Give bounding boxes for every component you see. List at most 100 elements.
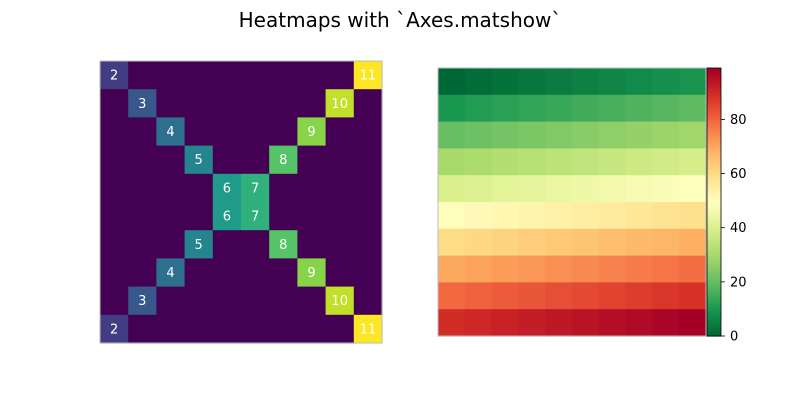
colorbar-segment	[707, 236, 721, 241]
heatmap-cell	[241, 89, 270, 118]
heatmap-cell	[598, 228, 627, 257]
heatmap-cell	[212, 61, 242, 90]
heatmap-cell	[325, 117, 355, 147]
heatmap-cell	[184, 286, 214, 316]
heatmap-cell	[545, 94, 573, 123]
heatmap-cell	[156, 258, 186, 288]
heatmap-cell	[438, 282, 466, 310]
colorbar-segment	[707, 199, 721, 203]
colorbar-segment	[707, 269, 721, 273]
heatmap-frame	[99, 60, 383, 344]
heatmap-cell	[100, 61, 129, 90]
colorbar-segment	[707, 319, 721, 324]
colorbar-segment	[707, 290, 721, 294]
colorbar-segment	[707, 156, 721, 160]
heatmap-cell	[598, 94, 627, 123]
cell-value-label: 11	[360, 322, 377, 337]
colorbar-segment	[707, 327, 721, 332]
heatmap-cell	[438, 309, 466, 337]
heatmap-cell	[184, 145, 214, 175]
heatmap-cell	[128, 258, 157, 288]
heatmap-cell	[491, 175, 519, 203]
heatmap-cell	[212, 89, 242, 118]
heatmap-cell	[598, 282, 627, 310]
colorbar-segment	[707, 143, 721, 147]
heatmap-cell	[297, 202, 327, 231]
heatmap-cell	[464, 255, 493, 283]
colorbar-segment	[707, 180, 721, 184]
colorbar-segment	[707, 303, 721, 308]
colorbar-segment	[707, 333, 721, 337]
heatmap-cell	[598, 175, 627, 203]
heatmap-cell	[572, 282, 600, 310]
heatmap-cell	[156, 202, 186, 231]
heatmap-cell	[518, 68, 546, 96]
heatmap-cell	[128, 117, 157, 147]
heatmap-cell	[212, 202, 242, 231]
heatmap-cell	[353, 145, 383, 175]
heatmap-cell	[241, 173, 270, 203]
heatmap-cell	[625, 94, 653, 123]
cell-value-label: 4	[166, 266, 174, 281]
heatmap-cell	[100, 117, 129, 147]
heatmap-cell	[184, 230, 214, 259]
heatmap-cell	[184, 61, 214, 90]
heatmap-cell	[679, 228, 707, 257]
heatmap-cell	[156, 61, 186, 90]
colorbar-segment	[707, 177, 721, 182]
colorbar-segment	[707, 287, 721, 292]
colorbar-segment	[707, 322, 721, 326]
heatmap-cell	[353, 173, 383, 203]
colorbar-segment	[707, 78, 721, 82]
cell-value-label: 9	[307, 266, 315, 281]
colorbar-segment	[707, 202, 721, 206]
heatmap-cell	[491, 309, 519, 337]
heatmap-cell	[156, 230, 186, 259]
heatmap-cell	[297, 89, 327, 118]
heatmap-cell	[598, 309, 627, 337]
colorbar-segment	[707, 175, 721, 179]
heatmap-right	[437, 67, 707, 337]
colorbar-segment	[707, 271, 721, 275]
heatmap-cell	[625, 148, 653, 176]
heatmap-cell	[491, 228, 519, 257]
heatmap-cell	[464, 202, 493, 230]
colorbar-segment	[707, 169, 721, 174]
heatmap-cell	[438, 121, 466, 149]
heatmap-cell	[269, 230, 298, 259]
colorbar-segment	[707, 212, 721, 216]
heatmap-cell	[572, 68, 600, 96]
colorbar-segment	[707, 140, 721, 144]
heatmap-cell	[545, 148, 573, 176]
colorbar: 0 20 40 60 80	[706, 67, 747, 345]
heatmap-cell	[572, 175, 600, 203]
heatmap-frame	[437, 67, 707, 337]
colorbar-segment	[707, 151, 721, 155]
heatmap-cell	[297, 61, 327, 90]
heatmap-cell	[325, 173, 355, 203]
heatmap-cell	[491, 282, 519, 310]
heatmap-cell	[598, 202, 627, 230]
heatmap-cell	[518, 309, 546, 337]
heatmap-cell	[545, 175, 573, 203]
heatmap-cell	[212, 173, 242, 203]
colorbar-segment	[707, 102, 721, 107]
heatmap-cell	[297, 258, 327, 288]
colorbar-segment	[707, 68, 721, 72]
colorbar-segment	[707, 279, 721, 283]
heatmap-cell	[184, 314, 214, 344]
heatmap-cell	[518, 255, 546, 283]
cell-value-label: 5	[195, 238, 203, 253]
colorbar-segment	[707, 135, 721, 139]
colorbar-segment	[707, 258, 721, 262]
heatmap-cell	[353, 89, 383, 118]
heatmap-cell	[128, 61, 157, 90]
heatmap-cell	[625, 121, 653, 149]
heatmap-cell	[572, 202, 600, 230]
heatmap-cell	[269, 173, 298, 203]
heatmap-cell	[652, 68, 680, 96]
heatmap-cell	[572, 121, 600, 149]
heatmap-cell	[572, 309, 600, 337]
heatmap-cell	[353, 286, 383, 316]
